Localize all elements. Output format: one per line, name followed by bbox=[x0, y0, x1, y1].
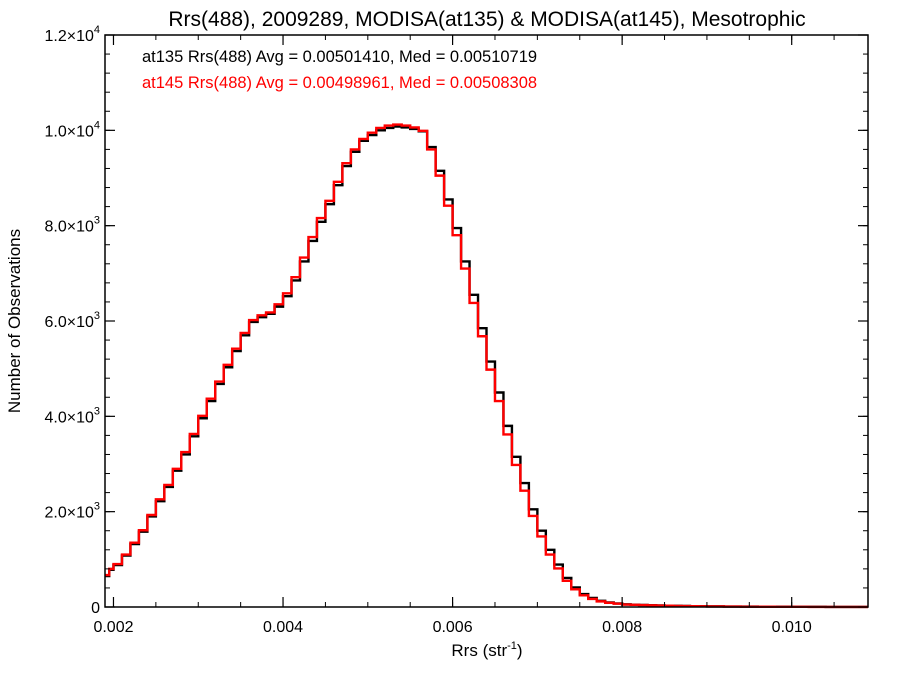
x-tick-label: 0.008 bbox=[602, 619, 642, 636]
x-tick-label: 0.004 bbox=[263, 619, 303, 636]
legend-entry-2: at145 Rrs(488) Avg = 0.00498961, Med = 0… bbox=[142, 74, 537, 92]
y-axis-label: Number of Observations bbox=[5, 229, 24, 413]
x-axis-label: Rrs (str-1) bbox=[451, 640, 522, 660]
chart-title: Rrs(488), 2009289, MODISA(at135) & MODIS… bbox=[168, 8, 805, 31]
y-tick-label: 8.0×103 bbox=[44, 215, 100, 236]
legend-entry-1: at135 Rrs(488) Avg = 0.00501410, Med = 0… bbox=[142, 48, 537, 66]
series-line-2 bbox=[105, 123, 868, 609]
y-tick-label: 4.0×103 bbox=[44, 405, 100, 426]
y-tick-label: 1.0×104 bbox=[44, 119, 100, 140]
x-axis: 0.002 0.004 0.006 0.008 0.010 bbox=[93, 35, 835, 636]
plot-frame bbox=[104, 34, 869, 608]
x-tick-label: 0.002 bbox=[93, 619, 133, 636]
y-tick-label: 6.0×103 bbox=[44, 310, 100, 331]
y-axis: 0 2.0×103 4.0×103 6.0×103 8.0×103 1.0×104 1.2×… bbox=[44, 24, 868, 617]
legend: at135 Rrs(488) Avg = 0.00501410, Med = 0… bbox=[142, 48, 537, 92]
y-tick-label: 0 bbox=[91, 600, 100, 617]
series-layer bbox=[105, 123, 868, 609]
x-tick-label: 0.010 bbox=[772, 619, 812, 636]
y-tick-label: 2.0×103 bbox=[44, 501, 100, 522]
y-tick-label: 1.2×104 bbox=[44, 24, 100, 45]
x-tick-label: 0.006 bbox=[433, 619, 473, 636]
